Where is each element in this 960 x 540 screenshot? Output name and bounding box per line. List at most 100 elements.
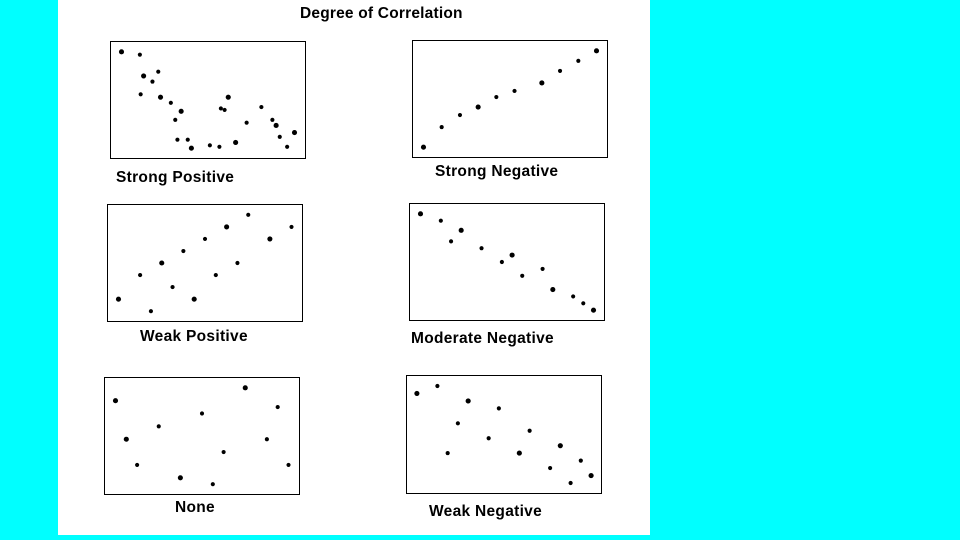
strong-positive-point	[118, 49, 125, 55]
moderate-negative-point	[550, 286, 556, 293]
strong-positive-point	[173, 117, 178, 122]
weak-positive-label: Weak Positive	[140, 328, 248, 345]
none-label: None	[175, 499, 215, 516]
weak-negative-point	[496, 406, 501, 411]
strong-positive-point	[291, 129, 298, 136]
none-point	[156, 424, 161, 429]
weak-negative-point	[414, 390, 420, 396]
strong-negative-point	[457, 112, 463, 118]
weak-negative-point	[465, 398, 471, 404]
strong-positive-point	[157, 94, 164, 100]
none-point	[242, 385, 248, 391]
weak-positive-point	[170, 285, 175, 290]
moderate-negative-point	[520, 273, 525, 278]
strong-negative-point	[557, 68, 563, 73]
moderate-negative-point	[581, 301, 586, 306]
weak-negative-point	[588, 473, 594, 479]
strong-positive-plot	[110, 41, 306, 159]
weak-positive-point	[115, 296, 122, 302]
strong-negative-point	[512, 88, 517, 94]
weak-negative-point	[516, 450, 522, 456]
strong-positive-point	[175, 137, 180, 142]
weak-negative-point	[435, 383, 440, 389]
moderate-negative-point	[499, 259, 504, 265]
none-point	[264, 437, 269, 442]
moderate-negative-point	[449, 239, 454, 244]
strong-positive-point	[277, 134, 282, 139]
weak-positive-point	[191, 296, 197, 302]
strong-positive-point	[218, 106, 223, 111]
strong-positive-point	[141, 73, 147, 79]
none-point	[123, 436, 129, 442]
strong-positive-point	[178, 108, 184, 114]
strong-negative-point	[439, 125, 444, 130]
weak-positive-point	[235, 260, 240, 266]
strong-positive-point	[188, 145, 194, 151]
strong-positive-point	[137, 52, 142, 57]
weak-positive-point	[202, 236, 208, 241]
moderate-negative-point	[590, 307, 597, 313]
moderate-negative-point	[571, 294, 576, 299]
strong-negative-point	[539, 80, 545, 86]
moderate-negative-point	[458, 227, 464, 233]
weak-positive-point	[213, 273, 218, 278]
moderate-negative-plot	[409, 203, 605, 321]
page-title: Degree of Correlation	[300, 5, 463, 22]
moderate-negative-point	[438, 218, 443, 223]
strong-positive-point	[273, 122, 279, 129]
weak-positive-point	[159, 260, 165, 266]
weak-positive-point	[138, 273, 143, 278]
weak-positive-plot	[107, 204, 303, 322]
weak-negative-point	[445, 451, 450, 456]
strong-positive-point	[138, 92, 143, 97]
weak-positive-point	[181, 248, 186, 254]
strong-positive-point	[185, 137, 190, 142]
strong-positive-point	[285, 144, 290, 149]
strong-positive-point	[150, 79, 155, 84]
strong-negative-point	[494, 94, 499, 100]
strong-negative-point	[475, 104, 481, 110]
strong-positive-point	[217, 144, 222, 149]
strong-negative-point	[593, 48, 600, 54]
weak-negative-point	[548, 465, 553, 471]
strong-negative-point	[576, 58, 581, 63]
weak-negative-point	[527, 428, 532, 433]
moderate-negative-point	[479, 246, 484, 251]
moderate-negative-point	[509, 252, 515, 258]
none-point	[112, 398, 119, 404]
none-point	[177, 475, 183, 481]
none-point	[275, 405, 280, 410]
moderate-negative-point	[540, 266, 545, 271]
none-point	[221, 449, 226, 455]
strong-positive-point	[156, 69, 161, 74]
none-plot	[104, 377, 300, 495]
weak-positive-point	[267, 236, 273, 242]
strong-positive-point	[207, 143, 212, 148]
strong-positive-point	[225, 94, 231, 100]
weak-negative-point	[578, 458, 583, 463]
weak-positive-point	[289, 224, 294, 229]
weak-positive-point	[224, 224, 230, 230]
weak-negative-plot	[406, 375, 602, 494]
weak-negative-point	[455, 421, 460, 426]
strong-positive-point	[168, 100, 173, 105]
slide: Degree of Correlation Strong Positive St…	[58, 0, 650, 535]
none-point	[135, 462, 140, 467]
strong-positive-point	[270, 117, 275, 122]
strong-positive-point	[259, 105, 264, 110]
strong-positive-point	[233, 139, 239, 146]
weak-negative-label: Weak Negative	[429, 503, 543, 520]
none-point	[286, 462, 291, 467]
weak-negative-point	[486, 436, 491, 441]
none-point	[199, 411, 205, 416]
moderate-negative-label: Moderate Negative	[411, 330, 554, 347]
weak-negative-point	[557, 443, 563, 449]
weak-negative-point	[568, 480, 573, 486]
strong-negative-label: Strong Negative	[435, 163, 559, 180]
moderate-negative-point	[417, 211, 424, 217]
weak-positive-point	[246, 212, 251, 217]
strong-positive-point	[244, 120, 249, 125]
strong-negative-point	[420, 144, 427, 150]
strong-negative-plot	[412, 40, 608, 158]
strong-positive-label: Strong Positive	[116, 169, 235, 186]
